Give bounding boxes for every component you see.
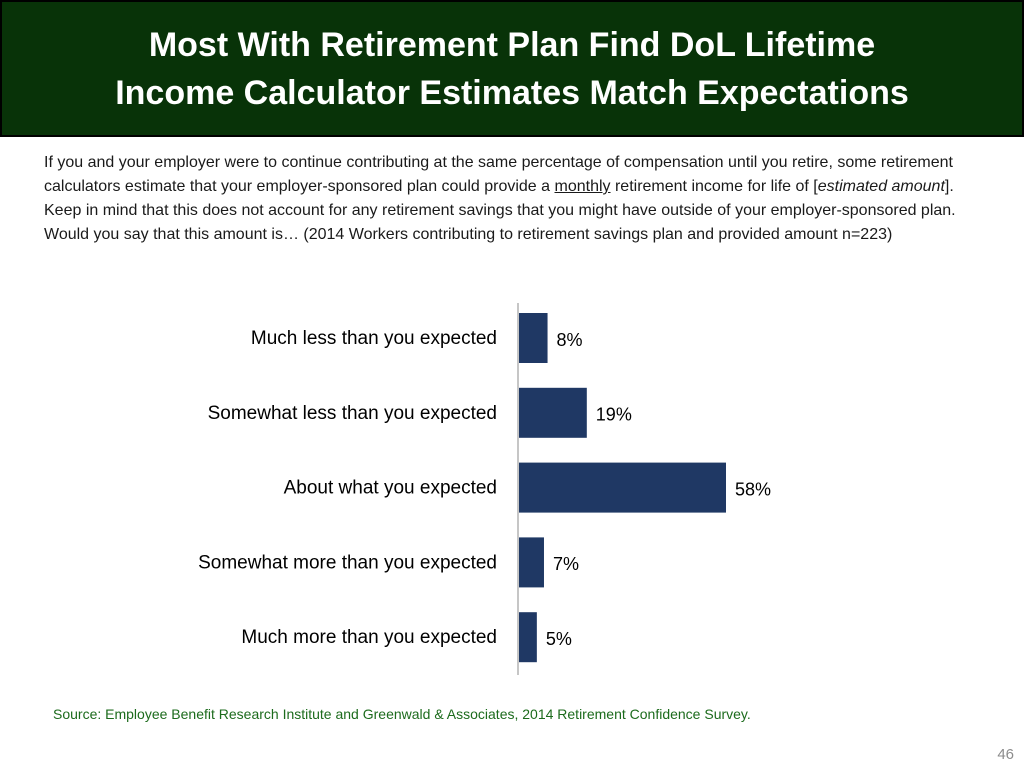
category-label: Much more than you expected xyxy=(241,627,497,648)
value-label: 7% xyxy=(553,554,579,574)
slide-title-line-2: Income Calculator Estimates Match Expect… xyxy=(115,73,909,112)
category-label: Somewhat more than you expected xyxy=(198,552,497,573)
page-number: 46 xyxy=(997,746,1014,763)
category-label: Somewhat less than you expected xyxy=(208,403,497,424)
value-label: 5% xyxy=(546,629,572,649)
category-label: About what you expected xyxy=(284,478,497,499)
bar xyxy=(519,462,726,513)
slide-title-line-1: Most With Retirement Plan Find DoL Lifet… xyxy=(148,25,876,64)
bar xyxy=(519,313,548,363)
category-label: Much less than you expected xyxy=(251,328,497,349)
survey-question: If you and your employer were to continu… xyxy=(44,151,989,247)
value-label: 19% xyxy=(596,405,632,425)
question-text-italic: estimated amount xyxy=(817,178,945,195)
bar xyxy=(519,387,587,438)
question-text-part-2: retirement income for life of [ xyxy=(610,178,818,195)
source-note: Source: Employee Benefit Research Instit… xyxy=(53,706,751,722)
value-label: 58% xyxy=(735,479,771,499)
title-band: Most With Retirement Plan Find DoL Lifet… xyxy=(0,0,1024,137)
question-text-underlined: monthly xyxy=(554,178,611,195)
value-label: 8% xyxy=(557,330,583,350)
question-text-part-3: ]. Keep in mind that this does not accou… xyxy=(44,178,956,243)
bar xyxy=(519,537,544,588)
question-text-part-1: If you and your employer were to continu… xyxy=(44,154,953,195)
bar xyxy=(519,612,537,663)
